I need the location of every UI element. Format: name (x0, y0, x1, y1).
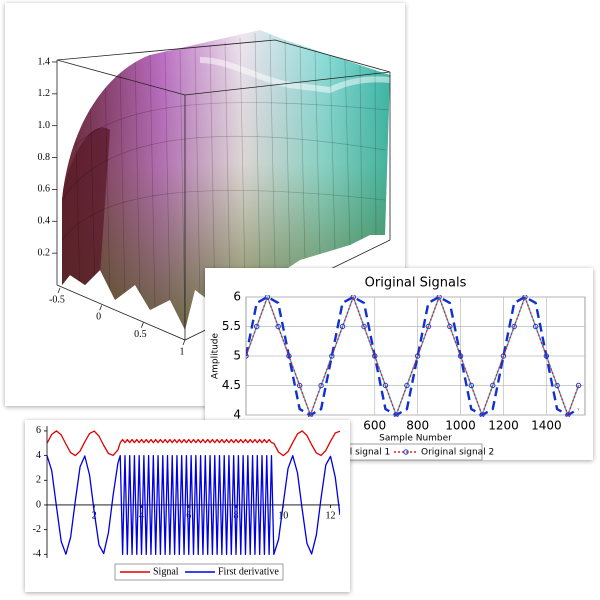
series-marker (296, 382, 303, 389)
series-marker (339, 323, 346, 330)
series-marker (361, 323, 367, 330)
y-axis-label: Amplitude (211, 332, 221, 379)
series-line (246, 296, 580, 416)
series-marker (393, 412, 399, 417)
series-marker (468, 382, 474, 389)
z-tick-label: 0.4 (38, 216, 51, 227)
legend-label: Original signal 1 (317, 448, 390, 458)
y-tick-label: 0 (36, 499, 41, 510)
series-marker (382, 382, 389, 389)
legend-label: Original signal 2 (421, 448, 494, 458)
legend-label: Signal (153, 566, 179, 577)
x-tick (140, 322, 144, 328)
series-marker (286, 353, 292, 359)
z-tick-label: 0.8 (38, 152, 51, 163)
series-marker (254, 323, 260, 330)
chart-title: Original Signals (365, 276, 467, 291)
series-marker (414, 353, 421, 359)
x-tick-label: 0.5 (134, 329, 147, 340)
legend-label: First derivative (218, 566, 279, 577)
z-tick-label: 0.2 (38, 247, 51, 258)
y-tick-label: -4 (33, 549, 41, 560)
x-tick-label: -0.5 (49, 294, 65, 305)
y-tick-label: 5 (233, 349, 241, 363)
y-tick-label: 2 (36, 475, 41, 486)
surface-highlight (199, 57, 390, 94)
series-marker (490, 382, 496, 389)
series-marker (543, 353, 550, 359)
x-tick-label: 1200 (488, 419, 519, 433)
y-tick-label: -2 (33, 524, 41, 535)
series-marker (318, 382, 324, 389)
y-tick-label: 4 (233, 408, 241, 422)
x-tick-label: 4 (139, 510, 144, 521)
x-tick-label: 12 (326, 510, 336, 521)
series-marker (372, 353, 378, 359)
z-tick-label: 0.6 (38, 184, 51, 195)
y-tick-label: 4.5 (222, 378, 241, 392)
box-edges (56, 60, 391, 341)
series-marker (575, 382, 582, 389)
x-tick-label: 1400 (531, 419, 562, 433)
y-tick-label: 6 (36, 425, 41, 436)
x-tick-label: 6 (186, 510, 191, 521)
series-marker (404, 382, 410, 389)
axis-box (56, 39, 391, 341)
z-tick-label: 1.2 (38, 88, 51, 99)
x-tick-label: 10 (278, 510, 288, 521)
x-axis-label: Sample Number (379, 434, 452, 444)
x-tick (99, 305, 103, 311)
legend-marker (403, 449, 409, 455)
series-marker (522, 295, 528, 300)
series-marker (436, 295, 442, 300)
series-marker (479, 412, 485, 417)
series-marker (532, 323, 539, 330)
series-marker (457, 353, 464, 359)
series-marker (500, 353, 507, 359)
surface-dark (62, 127, 110, 290)
series-marker (307, 412, 314, 417)
x-tick-label: 1000 (445, 419, 476, 433)
y-tick-label: 5.5 (222, 319, 241, 333)
series-marker (264, 295, 271, 300)
series-marker (554, 382, 560, 389)
series-marker (246, 353, 249, 359)
x-tick (182, 339, 186, 346)
series-line (47, 430, 340, 457)
series-marker (565, 412, 571, 417)
series-layer (246, 295, 582, 417)
surface-mesh (62, 32, 389, 330)
series-marker (447, 323, 453, 330)
x-tick-label: 8 (234, 510, 239, 521)
z-tick-label: 1.0 (38, 120, 51, 131)
series-marker (425, 323, 432, 330)
series-marker (350, 295, 356, 300)
y-tick-label: 4 (36, 450, 41, 461)
x-tick (57, 287, 61, 294)
series-layer (47, 430, 340, 555)
series-marker (275, 323, 281, 330)
series-marker (329, 353, 335, 359)
series-line (47, 454, 340, 555)
x-tick-label: 800 (406, 419, 429, 433)
z-tick-label: 1.4 (38, 56, 51, 67)
surface-panel: 0.2 0.4 0.6 0.8 1.0 1.2 1.4 -0.5 0 0.5 1 (5, 3, 405, 406)
x-tick-label: 0 (96, 312, 101, 323)
x-tick-label: 1 (180, 346, 185, 357)
y-tick-label: 6 (233, 290, 241, 304)
series-marker (511, 323, 517, 330)
signals-panel: Original Signals Sample Number Amplitude 4 4… (205, 268, 593, 461)
x-tick-label: 600 (363, 419, 386, 433)
